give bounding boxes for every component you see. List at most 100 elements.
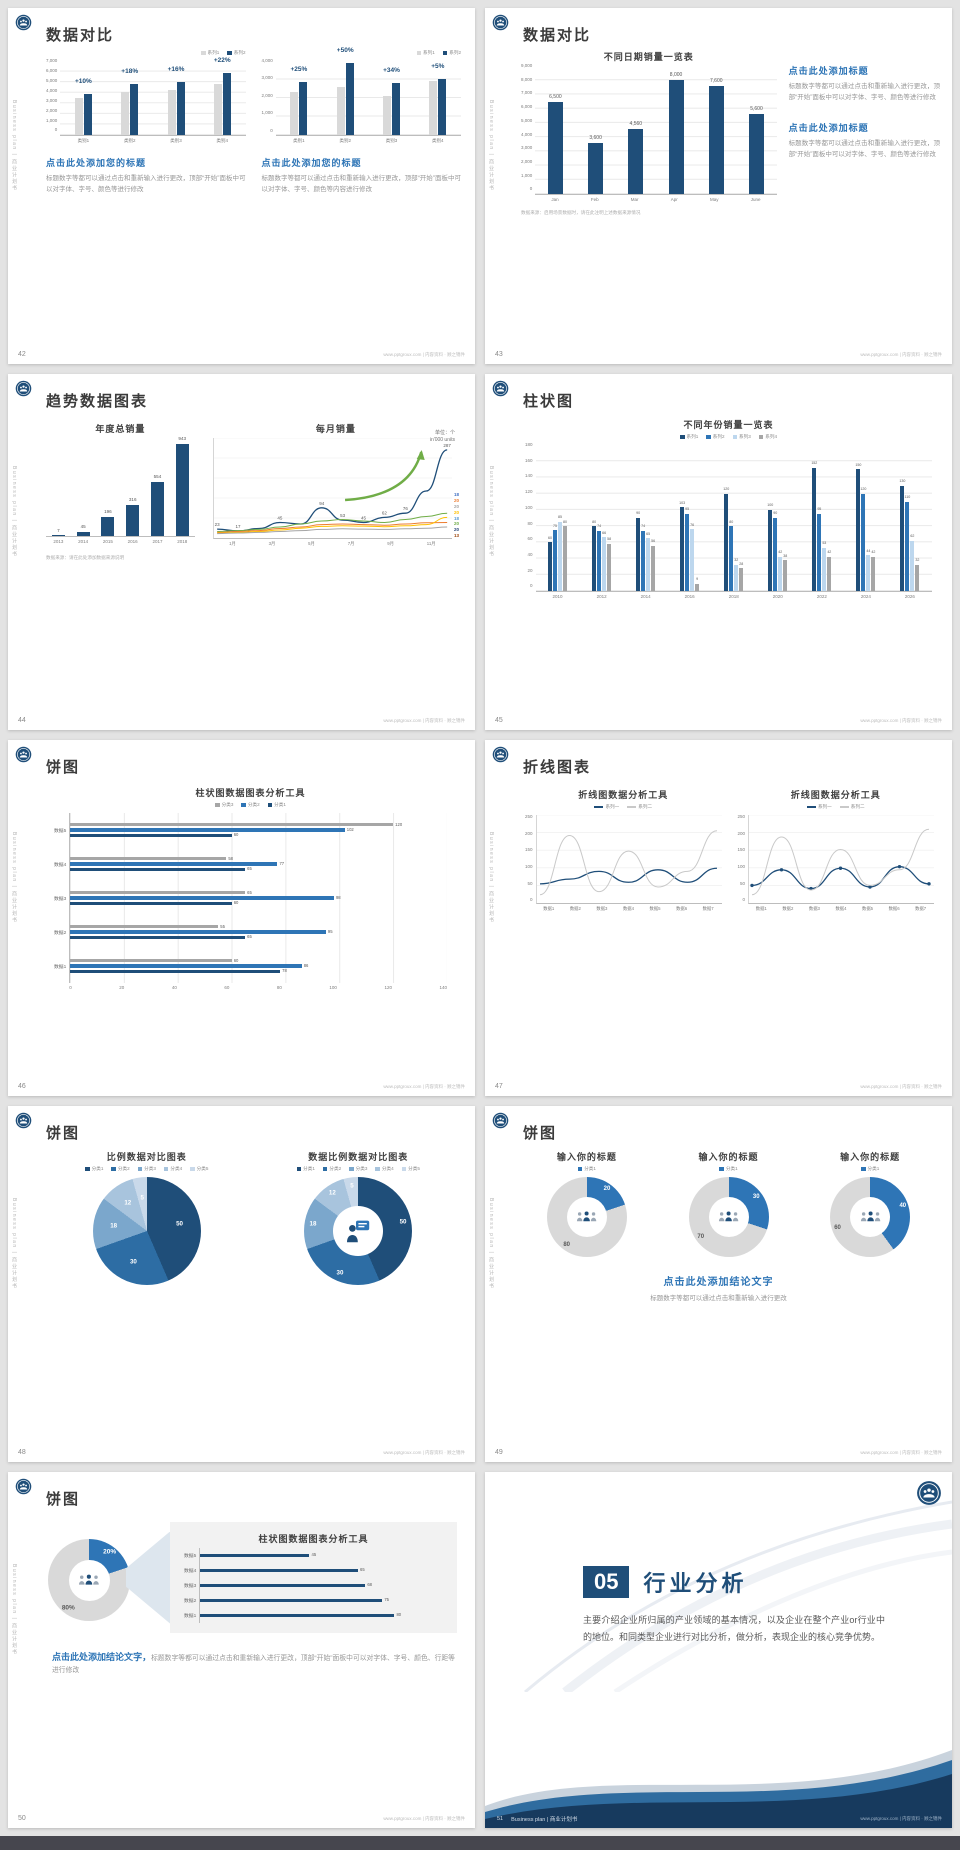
bar-line: 55 xyxy=(70,924,447,929)
horizontal-bar-chart: 数据5 数据4 数据3 数据2 数据1 45 65 68 75 80 xyxy=(184,1548,443,1623)
bar xyxy=(708,85,724,194)
slide-50[interactable]: Business plan | 商业计划书 饼图 20% 80% 柱状图数据图表分… xyxy=(8,1472,475,1828)
bar xyxy=(176,82,185,135)
chart-title: 折线图数据分析工具 xyxy=(578,790,669,800)
circle-el xyxy=(927,882,931,886)
circle-el xyxy=(897,864,902,869)
value-label: 316 xyxy=(128,497,137,503)
slide-46[interactable]: Business plan | 商业计划书 饼图 柱状图数据图表分析工具 分类3… xyxy=(8,740,475,1096)
side-watermark: Business plan | 商业计划书 xyxy=(488,100,494,192)
chart-legend: 分类1 xyxy=(521,1166,653,1172)
span-el: 0 xyxy=(270,127,273,133)
span-el: 数据6 xyxy=(888,906,900,911)
bar xyxy=(383,96,391,135)
legend-swatch xyxy=(163,1166,169,1172)
legend-item: 分类4 xyxy=(375,1166,394,1172)
span-el: 20 xyxy=(527,567,533,573)
percent-label: +10% xyxy=(75,78,92,86)
bar-chart-area: 180 160 140 120 100 80 60 40 20 0 60 75 85 80 80 74 66 58… xyxy=(525,442,932,599)
donut-hole xyxy=(333,1206,384,1256)
block-body: 标题数字等都可以通过点击和重新输入进行更改，顶部“开始”面板中可以对字体、字号、… xyxy=(46,175,246,194)
bar xyxy=(121,91,130,135)
bar xyxy=(768,509,773,591)
footer-brand: Business plan | 商业计划书 xyxy=(511,1817,578,1823)
slide-48[interactable]: Business plan | 商业计划书 饼图 比例数据对比图表 分类1 分类2… xyxy=(8,1106,475,1462)
slide-45[interactable]: Business plan | 商业计划书 柱状图 不同年份销量一览表 系列1 系… xyxy=(485,374,952,730)
line-chart-area: 250 200 150 100 50 0 数据1 数据2 数据3 数据4 数据5 数据6 数据7 xyxy=(738,814,934,912)
bar xyxy=(74,98,83,135)
bar-line: 102 xyxy=(70,827,447,832)
logo-icon xyxy=(15,14,32,31)
slide-43[interactable]: Business plan | 商业计划书 数据对比 不同日期销量一览表 9,0… xyxy=(485,8,952,364)
bar xyxy=(778,556,783,591)
x-axis: 2010 2012 2014 2016 2018 2020 2022 2024 2026 xyxy=(536,594,932,599)
svg-el xyxy=(492,1112,509,1129)
value-label: 943 xyxy=(178,436,187,441)
bar-slot: 38 xyxy=(783,445,788,591)
span-el: 3,000 xyxy=(261,75,273,81)
span-el: 分类1 xyxy=(867,1166,880,1171)
bar xyxy=(695,583,700,591)
span-el: 75 xyxy=(384,1597,389,1603)
span-el: 2,000 xyxy=(46,107,58,113)
slide-44[interactable]: Business plan | 商业计划书 趋势数据图表 单位：个 in'000… xyxy=(8,374,475,730)
legend-item: 系列2 xyxy=(706,434,725,440)
x-axis: 1月 3月 5月 7月 9月 11月 xyxy=(213,541,452,547)
slide-47[interactable]: Business plan | 商业计划书 折线图表 折线图数据分析工具 系列一… xyxy=(485,740,952,1096)
bar-slot: 7 xyxy=(51,438,65,536)
footer-url: www.pptgroux.com | 内容资料 · 顾之锦件 xyxy=(383,352,465,357)
span-el: 2017 xyxy=(152,539,163,544)
pie-wrap: 50 30 18 12 5 xyxy=(304,1177,413,1285)
bar-slot: 65 xyxy=(646,445,651,591)
bar-group: 120 102 60 xyxy=(70,813,447,847)
bar xyxy=(905,501,910,591)
legend-swatch xyxy=(267,802,273,808)
path-el xyxy=(613,1549,952,1692)
bar-group: 152 95 53 42 xyxy=(811,445,832,591)
donut-chart: 20% 80% xyxy=(48,1534,130,1621)
block-body: 标题数字等都可以通过点击和重新输入进行更改，顶部“开始”面板中可以对字体、字号、… xyxy=(261,175,462,194)
span-el: 100 xyxy=(525,504,533,510)
bar-slot: 90 xyxy=(636,445,641,591)
footer-url: www.pptgroux.com | 内容资料 · 顾之锦件 xyxy=(860,1450,942,1455)
bar xyxy=(200,1583,366,1588)
side-watermark: Business plan | 商业计划书 xyxy=(488,1198,494,1290)
section-content: 05 行业分析 主要介绍企业所归属的产业领域的基本情况，以及企业在整个产业or行… xyxy=(583,1566,885,1645)
pie-wrap: 40 60 xyxy=(830,1177,911,1257)
page-number: 43 xyxy=(495,351,503,358)
slide-49[interactable]: Business plan | 商业计划书 饼图 输入你的标题 分类1 20 80 … xyxy=(485,1106,952,1462)
slide-51[interactable]: 05 行业分析 主要介绍企业所归属的产业领域的基本情况，以及企业在整个产业or行… xyxy=(485,1472,952,1828)
value-label: 42 xyxy=(778,550,783,555)
span-el: 数据5 xyxy=(862,906,874,911)
span-el: 4,000 xyxy=(521,131,533,137)
legend-swatch xyxy=(201,50,206,56)
bar xyxy=(783,560,788,591)
value-label: 56 xyxy=(651,538,656,543)
section-number: 05 xyxy=(583,1566,630,1598)
use-el xyxy=(861,1212,880,1222)
legend-item: 分类3 xyxy=(215,802,233,808)
legend-swatch xyxy=(442,50,448,56)
logo-icon xyxy=(15,746,32,763)
value-label: 38 xyxy=(783,553,788,558)
bar-slot xyxy=(392,61,400,135)
span-el: 系列一 xyxy=(817,804,832,809)
span-el: 60 xyxy=(233,900,239,906)
bar xyxy=(70,930,326,934)
chart-legend: 分类3 分类2 分类1 xyxy=(54,802,447,808)
slide-body: 比例数据对比图表 分类1 分类2 分类3 分类4 分类5 50 30 18 12 5 数据比例数据… xyxy=(48,1150,457,1285)
logo-icon xyxy=(15,1112,32,1129)
bar-slot: 58 xyxy=(607,445,612,591)
slide-42[interactable]: Business plan | 商业计划书 数据对比 系列1 系列2 7,000 6,… xyxy=(8,8,475,364)
bar xyxy=(734,565,739,591)
svg-el xyxy=(15,746,32,763)
chart-title: 柱状图数据图表分析工具 xyxy=(258,1534,369,1544)
value-label: 45 xyxy=(80,524,86,529)
use-el xyxy=(16,1479,32,1495)
footer-url: www.pptgroux.com | 内容资料 · 顾之锦件 xyxy=(860,1816,942,1821)
use-el xyxy=(493,1113,509,1129)
bar-slot: 95 xyxy=(685,445,690,591)
bar-slot xyxy=(299,61,308,135)
bar xyxy=(70,828,345,832)
bar-slot: 44 xyxy=(866,445,871,591)
